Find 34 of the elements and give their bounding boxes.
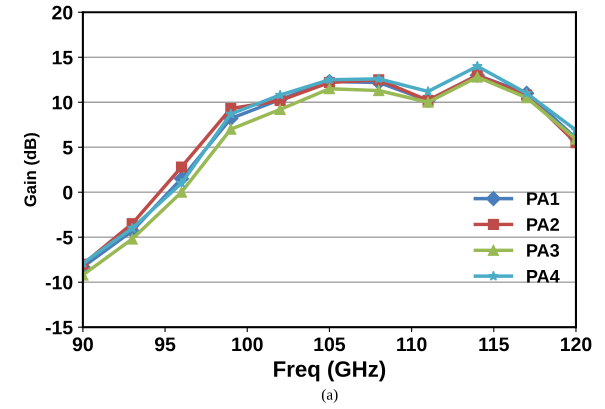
y-tick-label: 10	[52, 96, 72, 110]
y-tick-label: 20	[52, 6, 72, 20]
legend-label: PA4	[527, 270, 560, 282]
x-tick-label: 110	[397, 337, 426, 352]
y-axis-title: Gain (dB)	[24, 133, 40, 207]
x-tick-label: 95	[154, 337, 176, 352]
legend-label: PA2	[527, 218, 559, 231]
point	[274, 104, 286, 116]
point	[176, 161, 188, 173]
x-tick-label: 105	[314, 337, 346, 352]
x-tick-label: 90	[72, 337, 93, 352]
point	[373, 84, 384, 96]
point	[176, 186, 188, 198]
legend-label: PA3	[527, 244, 560, 257]
point	[126, 222, 138, 233]
point	[225, 124, 236, 135]
y-tick-label: -5	[56, 230, 73, 244]
point	[274, 89, 286, 100]
point	[324, 83, 335, 94]
y-tick-label: -15	[46, 320, 73, 334]
y-tick-label: -10	[46, 276, 72, 290]
text: (a)	[322, 389, 338, 403]
y-tick-label: 0	[63, 186, 72, 200]
point	[324, 74, 335, 84]
x-tick-label: 100	[232, 337, 263, 352]
point	[521, 88, 532, 98]
x-axis-title: Freq (GHz)	[274, 360, 386, 382]
point	[472, 60, 483, 71]
y-tick-label: 5	[62, 140, 73, 154]
x-tick-label: 120	[560, 337, 592, 352]
point	[126, 233, 138, 245]
y-tick-label: 15	[52, 50, 73, 64]
legend-label: PA1	[527, 192, 560, 205]
x-tick-label: 115	[479, 338, 509, 352]
